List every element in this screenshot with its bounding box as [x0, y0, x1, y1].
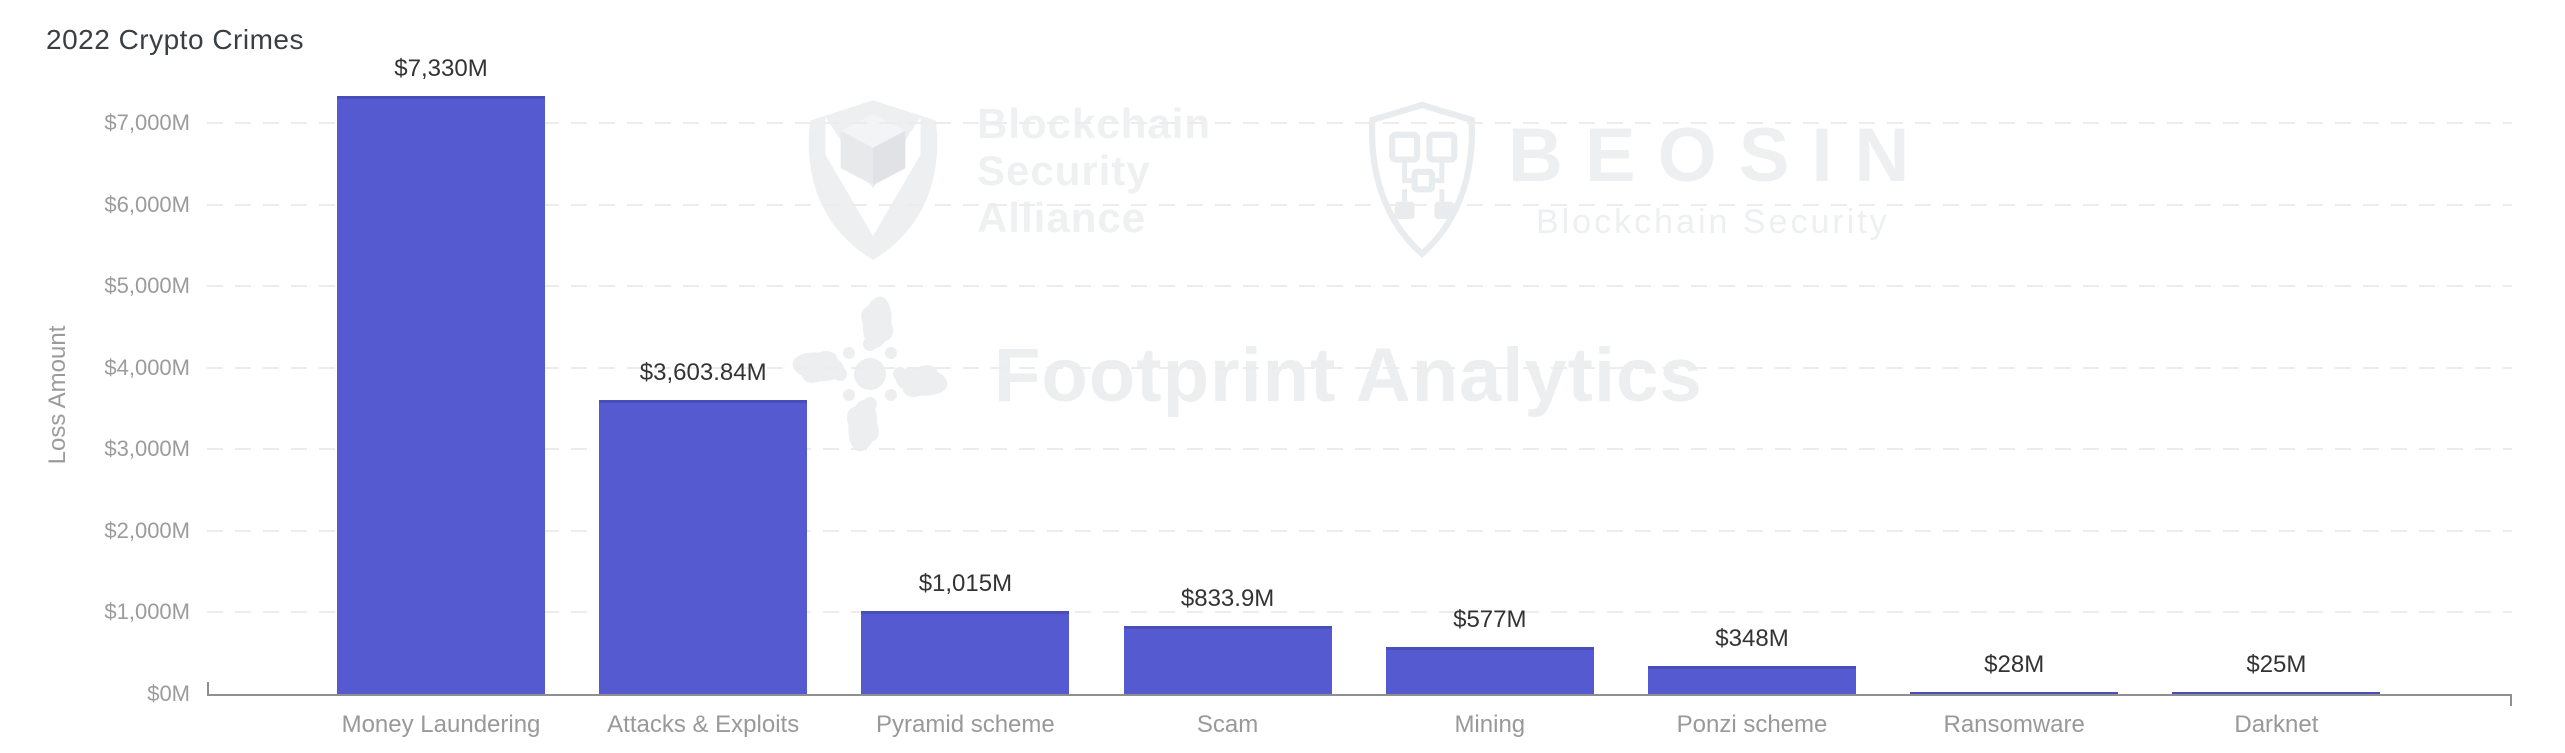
bar[interactable] — [599, 400, 808, 694]
gridline — [207, 285, 2512, 288]
y-tick-label: $7,000M — [104, 110, 190, 135]
x-axis-left-tick — [207, 682, 209, 694]
bar-value-label: $577M — [1453, 605, 1527, 633]
bar[interactable] — [861, 611, 1070, 694]
x-category-label: Money Laundering — [341, 711, 541, 738]
bar[interactable] — [1648, 665, 1856, 694]
alliance-shield-watermark-icon — [808, 100, 938, 260]
bar-value-label: $833.9M — [1180, 584, 1275, 612]
alliance-watermark-line: Security — [977, 147, 1151, 194]
footprint-flower-watermark-icon — [792, 296, 948, 452]
bar[interactable] — [1910, 691, 2119, 694]
bar-value-label: $348M — [1715, 624, 1789, 652]
y-tick-label: $5,000M — [104, 273, 190, 299]
gridline — [207, 122, 2512, 124]
beosin-watermark-text: BEOSIN — [1508, 113, 1932, 198]
x-category-label: Attacks & Exploits — [607, 711, 800, 738]
gridline — [207, 611, 2512, 614]
bar[interactable] — [1385, 646, 1594, 694]
x-axis-right-tick — [2510, 694, 2512, 706]
gridline — [207, 203, 2512, 206]
y-axis: $0M $1,000M $2,000M $3,000M $4,000M $5,000M $6… — [0, 0, 190, 753]
gridline — [207, 448, 2512, 451]
bar-value-label: $25M — [2246, 650, 2307, 678]
bar-value-label: $3,603.84M — [639, 359, 767, 387]
x-category-label: Darknet — [2234, 711, 2319, 738]
x-category-label: Pyramid scheme — [876, 711, 1055, 738]
bar-value-label: $7,330M — [394, 55, 488, 83]
beosin-watermark-subtitle: Blockchain Security — [1536, 203, 1890, 241]
gridline — [207, 366, 2512, 369]
bar-value-label: $1,015M — [918, 570, 1013, 598]
bar[interactable] — [337, 96, 545, 694]
plot-area: $7,330M $3,603.84M $1,015M $833.9M $577M $348… — [207, 0, 2512, 694]
x-category-label: Mining — [1454, 711, 1526, 738]
x-axis-line — [207, 694, 2512, 696]
bar[interactable] — [1123, 625, 1332, 694]
gridline — [207, 529, 2512, 532]
x-category-label: Ransomware — [1943, 711, 2085, 738]
y-tick-label: $6,000M — [104, 191, 190, 217]
beosin-shield-watermark-icon — [1368, 101, 1476, 258]
alliance-watermark-line: Alliance — [977, 194, 1147, 241]
footprint-watermark-text: Footprint Analytics — [994, 333, 1703, 418]
y-tick-label: $0M — [147, 681, 190, 706]
x-category-label: Ponzi scheme — [1676, 711, 1828, 738]
chart-title: 2022 Crypto Crimes — [46, 24, 304, 55]
y-tick-label: $4,000M — [104, 354, 190, 380]
y-tick-label: $3,000M — [104, 436, 190, 462]
bar-value-label: $28M — [1984, 650, 2045, 678]
y-tick-label: $2,000M — [104, 517, 190, 543]
bar[interactable] — [2172, 691, 2381, 694]
x-category-label: Scam — [1196, 711, 1259, 738]
y-tick-label: $1,000M — [104, 599, 190, 625]
